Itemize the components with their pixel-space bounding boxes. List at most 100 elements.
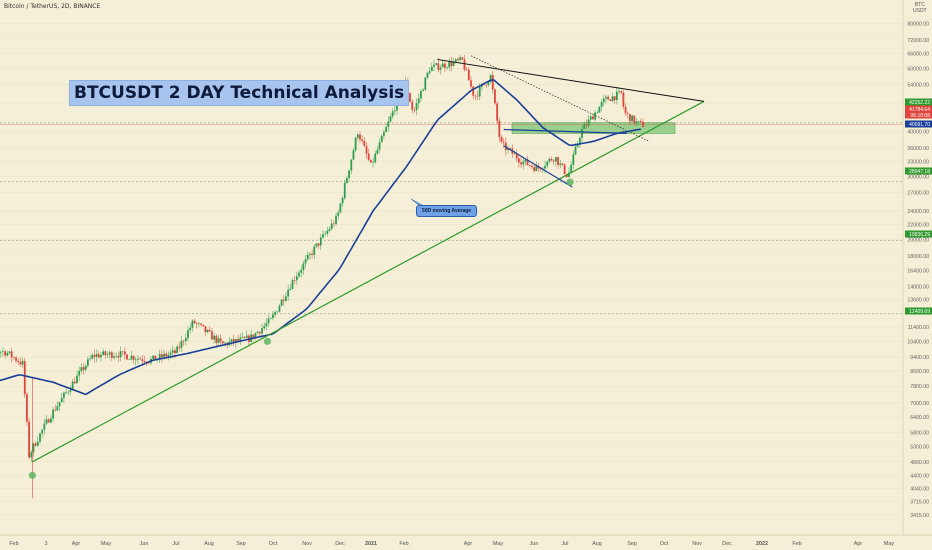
- candle: [19, 357, 22, 367]
- candle: [313, 244, 316, 260]
- y-tick-label: 10400.00: [907, 339, 929, 345]
- candle-body: [385, 127, 388, 133]
- candle: [459, 55, 462, 64]
- candle-body: [171, 350, 174, 353]
- candle-body: [224, 342, 226, 344]
- candle: [607, 94, 610, 100]
- candle: [295, 271, 298, 285]
- candle-body: [478, 86, 481, 97]
- candle: [280, 298, 283, 307]
- candle: [45, 415, 48, 426]
- y-tick-label: 7800.00: [910, 384, 929, 390]
- x-tick-label: 2022: [756, 541, 768, 547]
- candle-body: [219, 338, 222, 342]
- candle: [552, 159, 555, 165]
- candle: [374, 150, 377, 164]
- candle-body: [500, 136, 503, 142]
- candle-body: [548, 158, 551, 162]
- candle-body: [615, 91, 618, 100]
- candle-body: [489, 75, 492, 82]
- candle-body: [313, 246, 316, 255]
- candle: [89, 354, 91, 362]
- candle: [428, 67, 431, 75]
- x-tick-label: May: [493, 541, 503, 547]
- x-tick-label: Oct: [269, 541, 278, 547]
- candle-body: [282, 299, 285, 301]
- candle-body: [304, 259, 307, 264]
- candle-body: [496, 103, 499, 121]
- y-tick-label: 66000.00: [907, 51, 929, 57]
- candle-body: [450, 61, 453, 66]
- candle: [80, 363, 83, 374]
- x-tick-label: Dec: [335, 541, 345, 547]
- candle-body: [457, 59, 459, 61]
- candle-body: [84, 365, 87, 370]
- candle-body: [86, 359, 89, 366]
- candle: [67, 390, 70, 396]
- candle: [189, 323, 192, 334]
- x-tick-label: Oct: [660, 541, 669, 547]
- candle-body: [626, 113, 629, 115]
- candle-body: [80, 367, 83, 371]
- candle-body: [58, 402, 61, 407]
- candle: [130, 350, 133, 361]
- candle: [605, 94, 607, 104]
- candle: [43, 418, 46, 435]
- candle: [330, 219, 333, 231]
- candle-body: [78, 370, 81, 376]
- candle: [93, 349, 96, 363]
- y-tick-label: 54000.00: [907, 83, 929, 89]
- candle-body: [63, 392, 65, 398]
- candle: [84, 364, 87, 372]
- candle-body: [76, 375, 78, 384]
- candle-body: [409, 93, 411, 102]
- candle-body: [278, 305, 281, 312]
- candle: [474, 94, 477, 101]
- x-tick-label: Apr: [464, 541, 473, 547]
- y-tick-label: 40000.00: [907, 129, 929, 135]
- candle-body: [267, 318, 270, 324]
- candle-body: [550, 158, 553, 161]
- candle: [550, 156, 553, 162]
- candle-body: [485, 84, 488, 86]
- candle-body: [73, 381, 76, 384]
- candle: [250, 329, 253, 344]
- candle-body: [544, 165, 546, 169]
- candle: [339, 202, 342, 214]
- candle-body: [417, 98, 420, 104]
- candle-body: [269, 318, 272, 319]
- candle: [73, 376, 76, 384]
- candle-body: [539, 168, 542, 170]
- candle-body: [330, 223, 333, 230]
- candle-body: [598, 106, 601, 113]
- candle: [548, 157, 551, 164]
- candle-body: [622, 92, 625, 107]
- candle: [633, 115, 636, 126]
- candle-body: [415, 103, 418, 111]
- candle: [158, 349, 161, 363]
- x-tick-label: May: [884, 541, 894, 547]
- x-tick-label: Feb: [399, 541, 408, 547]
- candle-body: [600, 102, 603, 107]
- candle-body: [163, 353, 165, 358]
- candle: [261, 323, 263, 338]
- y-tick-label: 33000.00: [907, 159, 929, 165]
- candle-body: [215, 335, 218, 343]
- candle-body: [128, 359, 131, 360]
- candle-body: [280, 299, 283, 306]
- candle-body: [589, 116, 592, 120]
- candle-body: [476, 95, 479, 97]
- candle: [309, 251, 311, 260]
- candle-body: [343, 183, 346, 198]
- candle: [319, 234, 322, 251]
- candle-body: [204, 326, 207, 333]
- candle-body: [19, 362, 22, 365]
- candle-body: [378, 142, 381, 150]
- candle: [535, 161, 538, 172]
- candle-body: [180, 340, 183, 348]
- candle: [60, 392, 63, 403]
- price-label-text: 42252.22: [909, 100, 930, 106]
- candle: [624, 103, 627, 117]
- candle-body: [443, 63, 446, 68]
- candle: [228, 337, 231, 347]
